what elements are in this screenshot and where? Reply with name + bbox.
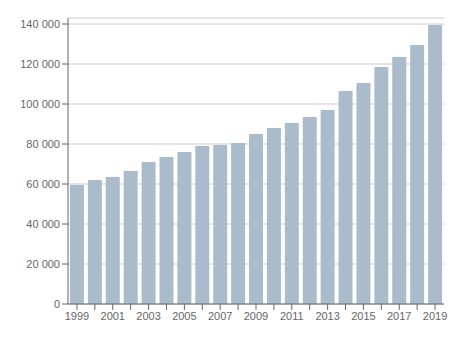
svg-text:20 000: 20 000 <box>26 258 60 270</box>
svg-text:140 000: 140 000 <box>20 18 60 30</box>
svg-text:2007: 2007 <box>208 310 232 322</box>
svg-text:0: 0 <box>54 298 60 310</box>
svg-text:2019: 2019 <box>423 310 447 322</box>
svg-text:1999: 1999 <box>65 310 89 322</box>
svg-text:40 000: 40 000 <box>26 218 60 230</box>
svg-text:120 000: 120 000 <box>20 58 60 70</box>
svg-text:60 000: 60 000 <box>26 178 60 190</box>
svg-text:2011: 2011 <box>280 310 304 322</box>
svg-text:2005: 2005 <box>172 310 196 322</box>
svg-text:2003: 2003 <box>136 310 160 322</box>
svg-text:100 000: 100 000 <box>20 98 60 110</box>
svg-text:80 000: 80 000 <box>26 138 60 150</box>
svg-text:2017: 2017 <box>387 310 411 322</box>
svg-text:2001: 2001 <box>101 310 125 322</box>
svg-text:2015: 2015 <box>351 310 375 322</box>
svg-text:2009: 2009 <box>244 310 268 322</box>
svg-text:2013: 2013 <box>315 310 339 322</box>
